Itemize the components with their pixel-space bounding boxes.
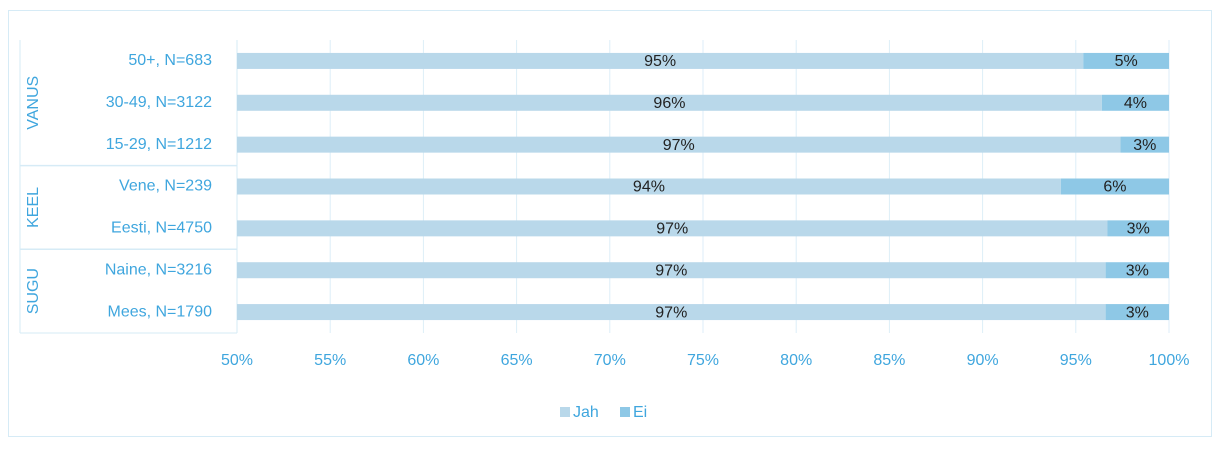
legend-swatch (560, 407, 570, 417)
data-label: 97% (655, 304, 687, 321)
x-tick-label: 50% (221, 352, 253, 369)
category-label: 15-29, N=1212 (106, 136, 212, 153)
data-label: 5% (1115, 53, 1138, 70)
bar-segment (1120, 136, 1169, 153)
data-label: 97% (663, 137, 695, 154)
data-label: 3% (1126, 262, 1149, 279)
x-tick-label: 95% (1060, 352, 1092, 369)
data-label: 3% (1133, 137, 1156, 154)
data-label: 94% (633, 179, 665, 196)
bar-segment (237, 178, 1061, 195)
x-tick-label: 65% (501, 352, 533, 369)
bar-segment (237, 262, 1106, 279)
x-tick-label: 55% (314, 352, 346, 369)
data-label: 96% (653, 95, 685, 112)
bar-segment (1105, 304, 1169, 321)
data-label: 3% (1127, 221, 1150, 238)
x-tick-label: 100% (1149, 352, 1190, 369)
data-label: 4% (1124, 95, 1147, 112)
legend-label: Jah (573, 404, 599, 421)
category-label: Naine, N=3216 (105, 261, 212, 278)
category-label: Mees, N=1790 (107, 303, 212, 320)
group-label: SUGU (25, 268, 42, 314)
x-tick-label: 85% (873, 352, 905, 369)
category-label: Vene, N=239 (119, 178, 212, 195)
category-label: 50+, N=683 (128, 52, 212, 69)
bar-segment (237, 304, 1106, 321)
bar-segment (237, 52, 1084, 69)
x-tick-label: 75% (687, 352, 719, 369)
data-label: 97% (655, 262, 687, 279)
data-label: 97% (656, 221, 688, 238)
bar-segment (1105, 262, 1169, 279)
bar-segment (237, 94, 1102, 111)
bar-segment (237, 136, 1121, 153)
category-label: 30-49, N=3122 (106, 94, 212, 111)
x-tick-label: 60% (407, 352, 439, 369)
x-tick-label: 70% (594, 352, 626, 369)
bar-segment (1083, 52, 1169, 69)
x-tick-label: 90% (967, 352, 999, 369)
legend-swatch (620, 407, 630, 417)
data-label: 6% (1103, 179, 1126, 196)
data-label: 3% (1126, 304, 1149, 321)
data-label: 95% (644, 53, 676, 70)
bar-segment (1060, 178, 1169, 195)
bar-segment (237, 220, 1108, 237)
category-label: Eesti, N=4750 (111, 220, 212, 237)
x-tick-label: 80% (780, 352, 812, 369)
legend-label: Ei (633, 404, 647, 421)
group-label: VANUS (25, 76, 42, 130)
group-label: KEEL (25, 187, 42, 228)
bar-segment (1107, 220, 1169, 237)
bar-segment (1101, 94, 1169, 111)
